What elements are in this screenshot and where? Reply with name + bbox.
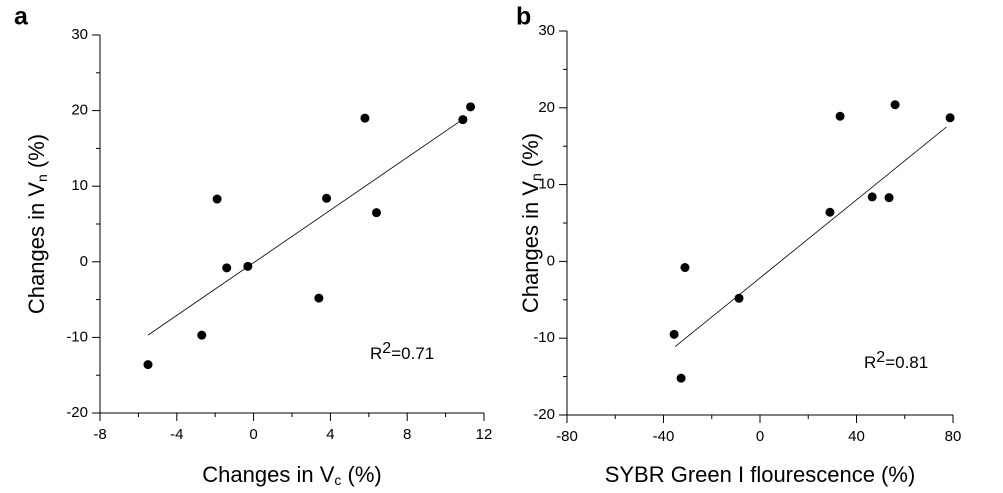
x-axis-label-text: Changes in V <box>202 462 334 487</box>
x-tick-label: 40 <box>848 428 865 445</box>
annotation-base: R <box>370 344 382 363</box>
annotation-base: R <box>864 353 876 372</box>
x-tick-label: -40 <box>653 428 675 445</box>
data-point <box>314 293 324 303</box>
data-point <box>458 115 468 125</box>
x-tick-label: -80 <box>556 428 578 445</box>
data-point <box>825 207 835 217</box>
y-tick-label: 30 <box>71 26 88 43</box>
annotation: R2=0.71 <box>370 340 434 363</box>
y-tick-label: -10 <box>533 329 555 346</box>
data-point <box>371 208 381 218</box>
data-point <box>243 261 253 271</box>
y-tick-label: 20 <box>71 102 88 119</box>
trend-line <box>147 116 467 336</box>
x-axis-label-sub: c <box>334 472 341 488</box>
x-axis-label-suffix: (%) <box>341 462 381 487</box>
x-tick-label: -4 <box>170 426 183 443</box>
x-tick-label: 8 <box>403 426 411 443</box>
y-axis-label: Changes in Vn (%) <box>24 134 50 314</box>
data-point <box>945 113 955 123</box>
x-tick-label: 12 <box>476 426 493 443</box>
y-tick-label: 0 <box>80 253 88 270</box>
trend-line <box>674 126 947 347</box>
y-tick-label: 20 <box>538 99 555 116</box>
data-point <box>466 102 476 112</box>
x-tick-label: -8 <box>93 426 106 443</box>
data-point <box>143 360 153 370</box>
y-tick-label: -20 <box>533 406 555 423</box>
data-point <box>734 293 744 303</box>
data-point <box>890 100 900 110</box>
x-tick-label: 0 <box>756 428 764 445</box>
annotation: R2=0.81 <box>864 349 928 372</box>
x-axis-label-text: SYBR Green I flourescence (%) <box>605 462 916 487</box>
y-axis-label-sub: n <box>528 173 544 181</box>
y-axis-label-text: Changes in V <box>24 182 49 314</box>
data-point <box>669 329 679 339</box>
annotation-text: =0.81 <box>885 353 928 372</box>
panel-letter: b <box>516 3 531 31</box>
y-tick-label: -10 <box>66 328 88 345</box>
annotation-sup: 2 <box>876 349 885 366</box>
data-point <box>360 113 370 123</box>
data-point <box>222 263 232 273</box>
x-axis-label: Changes in Vc (%) <box>202 462 381 488</box>
x-tick-label: 80 <box>945 428 962 445</box>
data-point <box>867 192 877 202</box>
y-axis-label: Changes in Vn (%) <box>518 133 544 313</box>
y-axis-label-text: Changes in V <box>518 181 543 313</box>
x-axis-label: SYBR Green I flourescence (%) <box>605 462 916 487</box>
data-point <box>212 194 222 204</box>
y-axis-label-suffix: (%) <box>518 133 543 173</box>
data-point <box>676 373 686 383</box>
annotation-sup: 2 <box>382 340 391 357</box>
panel: b -80 -40 0 40 80 -20 -10 0 10 20 30 SYBR Green I fl… <box>516 3 961 487</box>
data-point <box>835 111 845 121</box>
x-tick-label: 0 <box>249 426 257 443</box>
panel-letter: a <box>14 3 29 31</box>
y-tick-label: 0 <box>547 252 555 269</box>
x-tick-label: 4 <box>326 426 334 443</box>
y-tick-label: 10 <box>71 177 88 194</box>
data-point <box>197 330 207 340</box>
y-tick-label: -20 <box>66 404 88 421</box>
data-point <box>680 263 690 273</box>
y-tick-label: 10 <box>538 176 555 193</box>
data-point <box>322 193 332 203</box>
y-tick-label: 30 <box>538 22 555 39</box>
y-axis-label-sub: n <box>34 174 50 182</box>
data-point <box>884 193 894 203</box>
y-axis-label-suffix: (%) <box>24 134 49 174</box>
annotation-text: =0.71 <box>391 344 434 363</box>
